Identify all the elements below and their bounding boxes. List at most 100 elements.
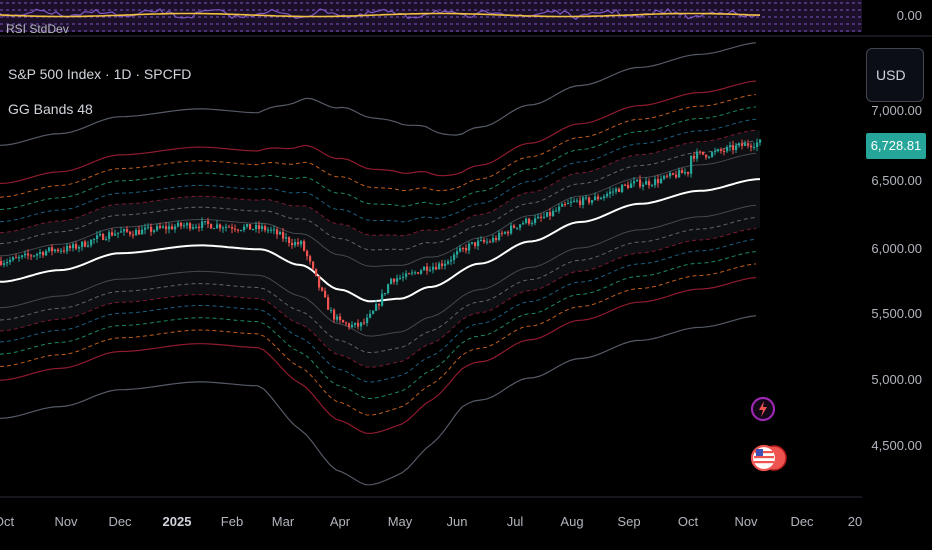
candle-body — [690, 155, 693, 174]
candle-body — [672, 173, 675, 175]
time-tick: May — [387, 514, 413, 529]
candle-body — [45, 251, 48, 256]
indicator-title[interactable]: GG Bands 48 — [8, 101, 93, 117]
candle-body — [720, 149, 723, 152]
candle-body — [708, 156, 711, 158]
candle-body — [18, 257, 21, 259]
candle-body — [552, 210, 555, 216]
candle-body — [351, 324, 354, 328]
lightning-event-icon[interactable] — [750, 392, 776, 426]
candle-body — [141, 229, 144, 235]
candle-body — [372, 310, 375, 314]
us-flag-event-icon[interactable] — [750, 436, 788, 480]
band-line — [0, 152, 757, 267]
candle-body — [312, 261, 315, 269]
candle-body — [681, 170, 684, 174]
symbol-title[interactable]: S&P 500 Index · 1D · SPCFD — [8, 66, 192, 82]
candle-body — [291, 243, 294, 246]
candle-body — [162, 226, 165, 228]
candle-body — [309, 256, 312, 262]
candle-body — [0, 261, 3, 265]
candle-body — [117, 232, 120, 234]
band-line — [0, 315, 757, 486]
candle-body — [543, 216, 546, 218]
candle-body — [69, 245, 72, 249]
time-tick: Jun — [446, 514, 468, 529]
candle-body — [627, 184, 630, 188]
candle-body — [507, 231, 510, 234]
candle-body — [369, 313, 372, 318]
candle-body — [354, 322, 357, 325]
candle-body — [186, 223, 189, 226]
candle-body — [36, 253, 39, 256]
candle-body — [249, 224, 252, 230]
candle-body — [114, 233, 117, 236]
candle-body — [744, 143, 747, 146]
candle-body — [696, 151, 699, 159]
candle-body — [273, 229, 276, 231]
candle-body — [486, 241, 489, 243]
candle-body — [405, 273, 408, 277]
candle-body — [483, 239, 486, 243]
candle-body — [591, 200, 594, 203]
candle-body — [42, 252, 45, 256]
candle-body — [135, 230, 138, 236]
candle-body — [714, 151, 717, 153]
price-tick: 7,000.00 — [871, 103, 922, 118]
price-tick: 5,500.00 — [871, 306, 922, 321]
time-tick: Nov — [54, 514, 78, 529]
candle-body — [99, 233, 102, 236]
candle-body — [537, 216, 540, 219]
candle-body — [33, 255, 36, 257]
candle-body — [534, 218, 537, 224]
candle-body — [597, 196, 600, 200]
candle-body — [315, 268, 318, 276]
candle-body — [285, 237, 288, 239]
currency-button[interactable]: USD — [866, 48, 924, 102]
candle-body — [585, 197, 588, 199]
band-line — [0, 118, 757, 223]
candle-body — [549, 212, 552, 216]
candle-body — [522, 222, 525, 225]
time-tick: Aug — [560, 514, 584, 529]
candle-body — [297, 242, 300, 245]
candle-body — [426, 266, 429, 271]
candle-body — [321, 287, 324, 291]
candle-body — [555, 210, 558, 212]
candle-body — [174, 226, 177, 230]
candle-body — [420, 270, 423, 274]
candle-body — [666, 175, 669, 177]
candle-body — [246, 224, 249, 227]
candle-body — [423, 266, 426, 271]
candle-body — [540, 216, 543, 218]
candle-body — [606, 193, 609, 197]
candle-body — [213, 228, 216, 230]
candle-body — [498, 232, 501, 240]
candle-body — [600, 197, 603, 200]
candle-body — [219, 224, 222, 229]
candle-body — [195, 226, 198, 228]
candle-body — [393, 278, 396, 282]
candle-body — [183, 225, 186, 227]
candle-body — [81, 241, 84, 247]
candle-body — [459, 248, 462, 252]
candle-body — [9, 259, 12, 263]
candle-body — [153, 230, 156, 232]
candle-body — [453, 254, 456, 260]
candle-body — [402, 276, 405, 278]
gg-bands — [0, 42, 761, 486]
rsi-signal-line — [0, 12, 761, 18]
candle-body — [759, 139, 762, 143]
time-tick: Jul — [506, 514, 524, 529]
time-tick: Apr — [329, 514, 351, 529]
candle-body — [75, 244, 78, 249]
candle-body — [639, 179, 642, 187]
candle-body — [252, 228, 255, 230]
candle-body — [96, 235, 99, 239]
candle-body — [519, 224, 522, 228]
candle-body — [300, 241, 303, 245]
candle-body — [57, 249, 60, 252]
candle-body — [588, 197, 591, 203]
candle-body — [306, 250, 309, 257]
